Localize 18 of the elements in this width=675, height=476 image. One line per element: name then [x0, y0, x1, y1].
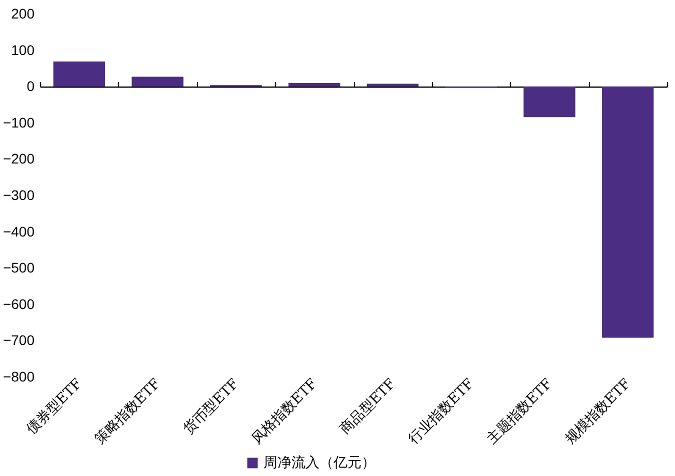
- bar: [602, 86, 654, 338]
- y-tick-label: −600: [2, 296, 35, 312]
- y-tick-label: −500: [2, 260, 35, 276]
- y-tick-label: 200: [11, 6, 35, 22]
- y-tick-label: −400: [2, 223, 35, 240]
- y-tick-label: −700: [2, 332, 35, 348]
- bar: [132, 76, 184, 87]
- bar: [366, 84, 419, 87]
- y-tick-label: −300: [2, 187, 35, 203]
- bar: [288, 82, 340, 87]
- bar: [524, 86, 576, 118]
- y-tick-label: −800: [2, 368, 35, 384]
- y-tick-label: 0: [26, 78, 35, 94]
- legend-label: 周净流入（亿元）: [264, 455, 376, 471]
- bar: [53, 62, 106, 87]
- y-tick-label: −100: [2, 114, 35, 130]
- y-tick-label: −200: [2, 150, 35, 167]
- y-tick-label: 100: [11, 42, 35, 58]
